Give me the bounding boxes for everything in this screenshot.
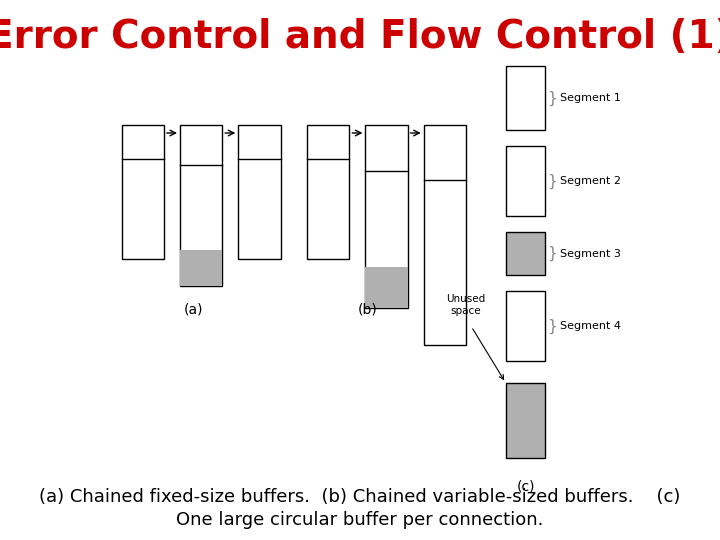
Text: (c): (c)	[516, 480, 535, 494]
Bar	[505, 146, 546, 217]
Text: (b): (b)	[358, 302, 378, 316]
Text: Segment 4: Segment 4	[560, 321, 621, 332]
Text: One large circular buffer per connection.: One large circular buffer per connection…	[176, 511, 544, 529]
Bar	[505, 66, 546, 130]
Text: Segment 3: Segment 3	[560, 249, 621, 259]
Text: Segment 1: Segment 1	[560, 93, 621, 103]
Text: Unused
space: Unused space	[446, 294, 485, 316]
Bar	[505, 232, 546, 275]
Bar	[365, 267, 408, 308]
Bar	[238, 125, 281, 259]
Text: Error Control and Flow Control (1): Error Control and Flow Control (1)	[0, 17, 720, 56]
Text: (a) Chained fixed-size buffers.  (b) Chained variable-sized buffers.    (c): (a) Chained fixed-size buffers. (b) Chai…	[40, 488, 680, 505]
Text: }: }	[547, 246, 557, 261]
Bar	[505, 292, 546, 361]
Bar	[365, 125, 408, 308]
Text: (a): (a)	[184, 302, 203, 316]
Bar	[180, 125, 222, 286]
Text: Segment 2: Segment 2	[560, 177, 621, 186]
Text: }: }	[547, 174, 557, 189]
Bar	[180, 250, 222, 286]
Text: }: }	[547, 91, 557, 106]
Bar	[505, 383, 546, 458]
Text: }: }	[547, 319, 557, 334]
Bar	[423, 125, 466, 345]
Bar	[307, 125, 349, 259]
Bar	[122, 125, 164, 259]
